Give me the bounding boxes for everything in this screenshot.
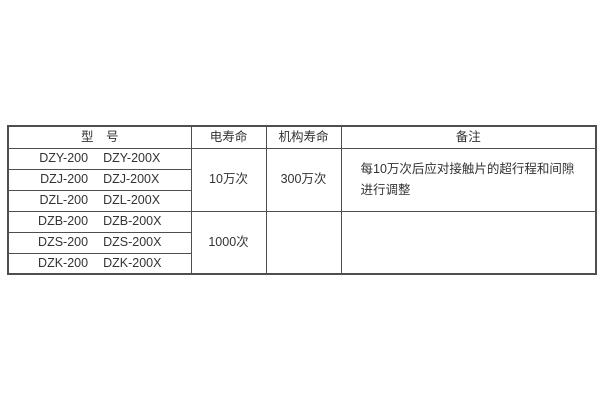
- electrical-life-cell: 10万次: [190, 147, 267, 212]
- model-right: DZK-200X: [103, 255, 162, 270]
- model-cell: DZB-200 DZB-200X: [7, 210, 192, 233]
- model-left: DZS-200: [38, 235, 89, 249]
- model-right: DZJ-200X: [103, 172, 160, 186]
- table-row: DZJ-200 DZJ-200X: [7, 168, 596, 191]
- model-cell: DZS-200 DZS-200X: [7, 231, 192, 254]
- model-left: DZK-200: [38, 255, 89, 270]
- model-cell: DZL-200 DZL-200X: [7, 189, 192, 212]
- header-mechanism-life: 机构寿命: [265, 125, 342, 149]
- model-pair: DZJ-200 DZJ-200X: [9, 172, 190, 187]
- remark-line: 进行调整: [360, 182, 411, 197]
- header-model: 型 号: [7, 125, 192, 149]
- header-electrical-life: 电寿命: [190, 125, 267, 149]
- header-row: 型 号 电寿命 机构寿命 备注: [7, 125, 597, 149]
- mechanism-life-cell: 300万次: [265, 147, 342, 212]
- model-right: DZS-200X: [103, 235, 162, 249]
- remark-line: 每10万次后应对接触片的超行程和间隙: [360, 161, 575, 176]
- model-left: DZB-200: [38, 214, 89, 228]
- model-left: DZL-200: [39, 193, 89, 207]
- model-pair: DZB-200 DZB-200X: [9, 214, 190, 229]
- model-pair: DZY-200 DZY-200X: [9, 151, 190, 166]
- remark-cell: [340, 210, 597, 275]
- spec-table: 型 号 电寿命 机构寿命 备注 DZY-200 DZY-200X 10万次 30…: [7, 125, 597, 275]
- table-row: DZK-200 DZK-200X: [7, 252, 596, 275]
- table-row: DZL-200 DZL-200X: [7, 189, 596, 212]
- mechanism-life-cell: [265, 210, 342, 275]
- model-pair: DZL-200 DZL-200X: [9, 193, 190, 208]
- model-cell: DZJ-200 DZJ-200X: [7, 168, 192, 191]
- model-cell: DZY-200 DZY-200X: [7, 147, 192, 170]
- model-right: DZB-200X: [103, 214, 162, 228]
- electrical-life-cell: 1000次: [190, 210, 267, 275]
- model-right: DZL-200X: [103, 193, 161, 207]
- table-row: DZY-200 DZY-200X 10万次 300万次 每10万次后应对接触片的…: [7, 147, 597, 212]
- remark-cell: 每10万次后应对接触片的超行程和间隙 进行调整: [340, 147, 597, 212]
- model-left: DZJ-200: [40, 172, 89, 186]
- model-left: DZY-200: [39, 151, 89, 165]
- model-right: DZY-200X: [103, 151, 161, 165]
- model-cell: DZK-200 DZK-200X: [7, 252, 192, 275]
- table-row: DZB-200 DZB-200X 1000次: [7, 210, 597, 275]
- model-pair: DZS-200 DZS-200X: [9, 235, 190, 250]
- model-pair: DZK-200 DZK-200X: [9, 255, 190, 271]
- header-remark: 备注: [340, 125, 597, 149]
